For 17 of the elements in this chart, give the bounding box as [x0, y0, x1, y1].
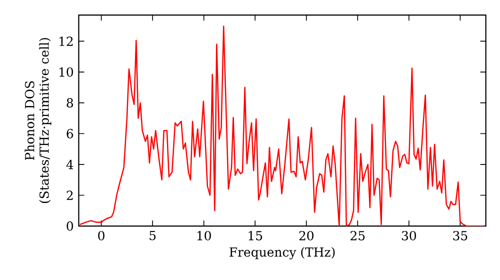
x-tick-label: 25: [350, 230, 365, 240]
y-axis-title: Phonon DOS (States/THz·primitive cell): [24, 38, 52, 204]
x-tick-label: 35: [453, 230, 468, 240]
y-tick-label: 8: [66, 98, 74, 108]
x-tick-label: 10: [197, 230, 211, 240]
x-tick-label: 15: [248, 230, 262, 240]
x-axis-title: Frequency (THz): [230, 247, 335, 260]
y-tick-label: 10: [60, 67, 74, 77]
y-tick-label: 12: [60, 36, 73, 46]
y-tick-label: 2: [66, 190, 73, 200]
x-tick-label: 20: [299, 230, 314, 240]
y-tick-label: 4: [66, 160, 74, 170]
x-tick-label: 0: [98, 230, 104, 240]
x-tick-label: 5: [150, 230, 156, 240]
y-tick-label: 0: [66, 221, 74, 231]
x-tick-label: 30: [402, 230, 416, 240]
y-tick-label: 6: [66, 128, 74, 138]
